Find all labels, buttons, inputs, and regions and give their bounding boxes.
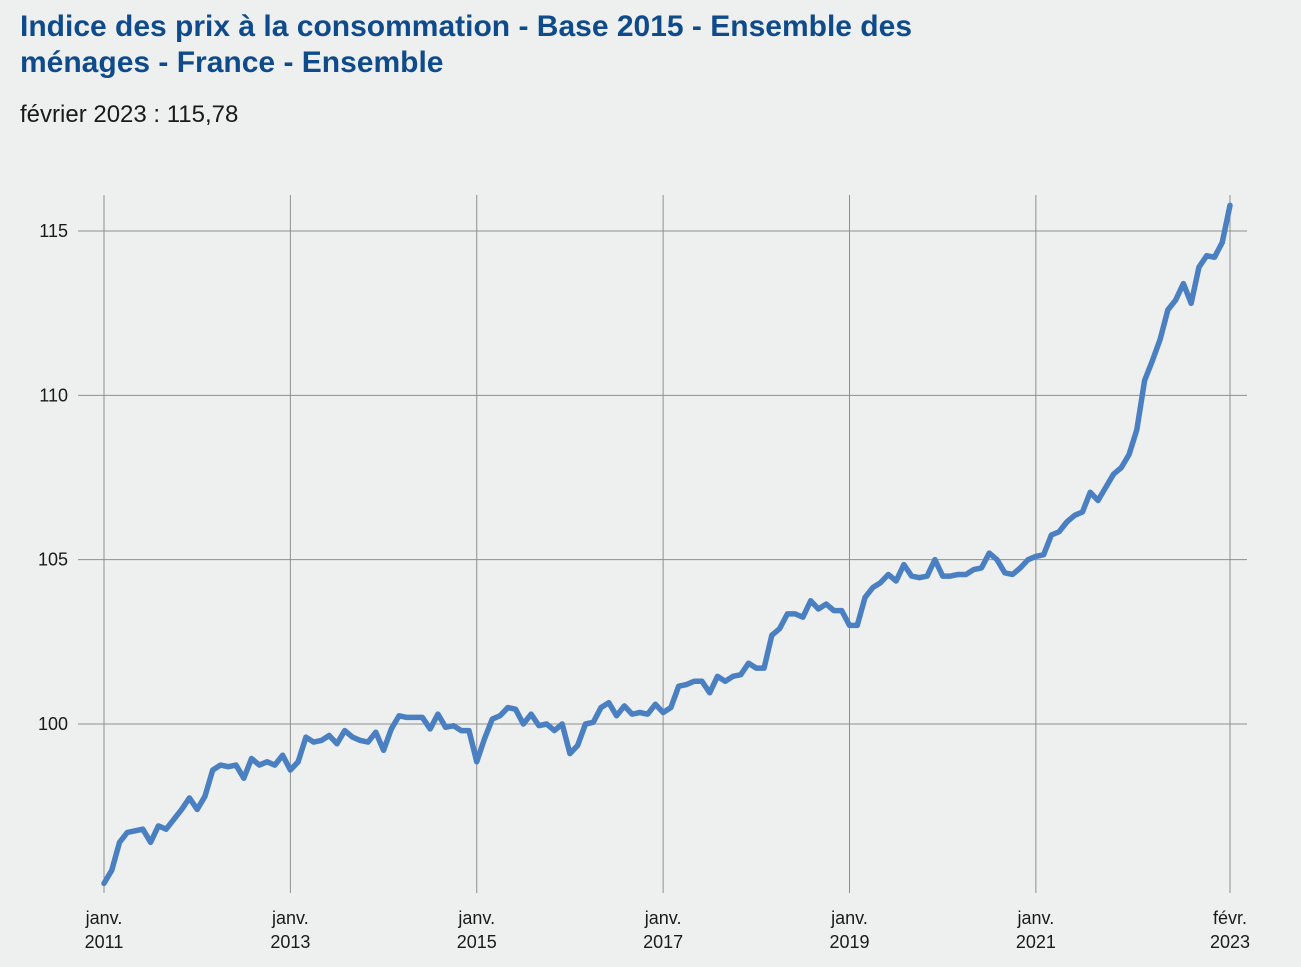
y-tick-label: 110 [39, 385, 68, 405]
x-tick-label-month: janv. [830, 908, 868, 928]
x-tick-label-month: janv. [644, 908, 682, 928]
x-tick-label-year: 2019 [829, 932, 869, 952]
x-tick-label-month: janv. [457, 908, 495, 928]
x-tick-label-year: 2013 [270, 932, 310, 952]
vertical-gridlines [103, 195, 1231, 893]
chart-title: Indice des prix à la consommation - Base… [20, 10, 913, 79]
y-tick-label: 100 [38, 714, 68, 734]
series-group [101, 202, 1233, 887]
x-tick-label-month: janv. [85, 908, 123, 928]
x-tick-label-month: janv. [1017, 908, 1055, 928]
x-tick-label-year: 2015 [457, 932, 497, 952]
x-tick-label-year: 2011 [85, 932, 124, 952]
x-tick-label-year: 2023 [1210, 932, 1250, 952]
y-tick-label: 105 [38, 550, 68, 570]
x-tick-label-month: janv. [271, 908, 309, 928]
x-tick-label-year: 2021 [1016, 932, 1056, 952]
series-line-ensemble [101, 202, 1233, 887]
chart-subtitle: février 2023 : 115,78 [20, 101, 239, 128]
y-tick-label: 115 [39, 221, 68, 241]
y-axis-labels: 100 105 110 115 [38, 221, 68, 734]
x-tick-label-month: févr. [1213, 908, 1247, 928]
x-tick-label-year: 2017 [643, 932, 683, 952]
horizontal-gridlines [78, 230, 1247, 725]
x-axis-labels: janv. 2011 janv. 2013 janv. 2015 janv. 2017 janv… [85, 908, 1250, 952]
